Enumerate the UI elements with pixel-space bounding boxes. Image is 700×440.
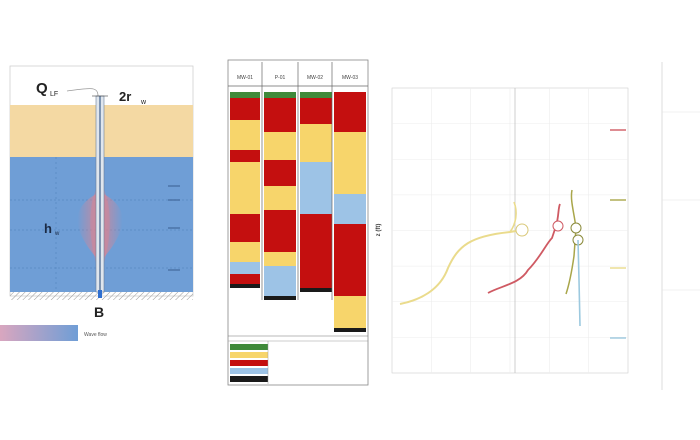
chart-legend	[610, 129, 626, 339]
legend-gradient	[0, 325, 78, 341]
y-axis-label: z (ft)	[376, 224, 382, 237]
column-header: MW-03	[342, 75, 358, 81]
series-line-p01	[487, 203, 561, 294]
strata-column-1	[230, 92, 260, 288]
depth-markers	[168, 185, 180, 271]
legend-label: Wave flow	[84, 332, 107, 338]
strata-column-4	[334, 92, 366, 332]
series-line-mw01-top	[509, 201, 517, 233]
strata-key	[228, 335, 368, 384]
well-diagram: Q LF 2r w h w B	[9, 65, 194, 320]
bottom-label: B	[94, 304, 104, 320]
q-subscript: LF	[50, 91, 58, 98]
color-legend: Wave flow	[0, 325, 107, 341]
well-tip	[98, 290, 102, 298]
column-header: MW-01	[237, 75, 253, 81]
side-panels	[661, 62, 700, 390]
series-line-mw01	[399, 229, 523, 305]
series-marker	[515, 223, 529, 237]
column-header: P-01	[275, 75, 286, 81]
q-label: Q	[36, 80, 48, 97]
strata-column-3	[300, 92, 332, 292]
radius-subscript: w	[140, 99, 147, 106]
grid-lines	[392, 88, 628, 373]
flow-line	[66, 88, 99, 97]
series-marker	[570, 222, 582, 234]
head-subscript: w	[54, 231, 60, 237]
head-label: h	[44, 221, 52, 236]
strata-column-2	[264, 92, 296, 300]
depth-profile-chart: z (ft)	[376, 87, 629, 374]
well-log-table: MW-01 P-01 MW-02 MW-03	[227, 59, 369, 386]
series-line-mw03	[577, 239, 581, 327]
radius-label: 2r	[119, 89, 131, 104]
series-marker	[552, 220, 564, 232]
column-header: MW-02	[307, 75, 323, 81]
